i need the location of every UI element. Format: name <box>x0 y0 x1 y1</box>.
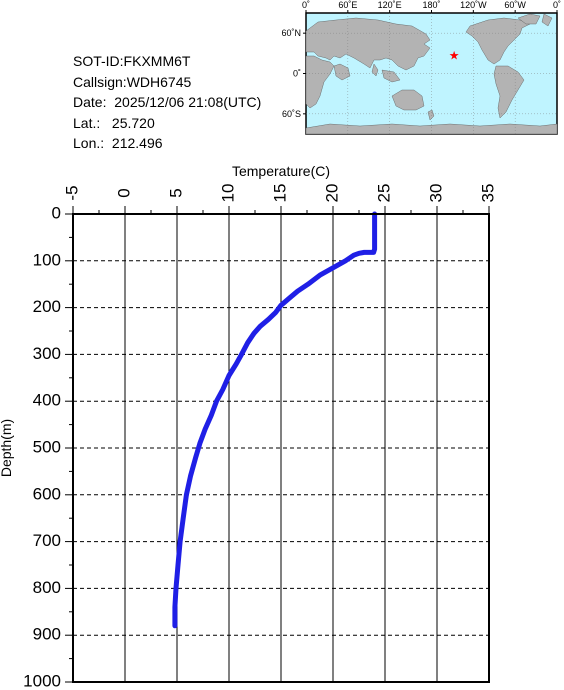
longitude: Lon.: 212.496 <box>73 135 163 151</box>
x-tick-label: 20 <box>322 184 341 203</box>
map-lat-label: 0˚ <box>293 69 301 79</box>
plot-frame <box>72 213 490 683</box>
y-tick-label: 400 <box>33 391 61 410</box>
x-tick-label: 5 <box>166 188 185 197</box>
y-tick-label: 300 <box>33 344 61 363</box>
map-lon-label: 180˚ <box>422 0 440 10</box>
temperature-profile-line <box>172 211 378 629</box>
x-tick-label: 10 <box>218 184 237 203</box>
map-lon-label: 0˚ <box>302 0 310 10</box>
y-tick-label: 100 <box>33 250 61 269</box>
y-tick-label: 200 <box>33 297 61 316</box>
x-tick-label: 15 <box>270 184 289 203</box>
chart-ticks <box>65 206 490 683</box>
sot-id: SOT-ID:FKXMM6T <box>73 53 191 69</box>
map-lon-label: 0˚ <box>553 0 561 10</box>
map-grid <box>306 13 557 134</box>
y-axis-title: Depth(m) <box>0 419 14 477</box>
y-tick-label: 600 <box>33 484 61 503</box>
x-tick-label: 35 <box>478 184 497 203</box>
observation-date: Date: 2025/12/06 21:08(UTC) <box>73 94 262 110</box>
y-tick-label: 800 <box>33 578 61 597</box>
callsign: Callsign:WDH6745 <box>73 73 192 90</box>
map-longitude-labels: 0˚ 60˚E 120˚E 180˚ 120˚W 60˚W 0˚ <box>302 0 561 13</box>
x-tick-label: 0 <box>114 188 133 197</box>
map-latitude-labels: 60˚N 0˚ 60˚S <box>281 28 306 119</box>
y-tick-label: 0 <box>52 203 61 222</box>
x-tick-labels: -5 0 5 10 15 20 25 30 35 <box>62 184 497 203</box>
map-lat-label: 60˚N <box>281 28 301 38</box>
y-tick-label: 500 <box>33 437 61 456</box>
map-lon-label: 60˚W <box>504 0 526 10</box>
y-tick-label: 900 <box>33 625 61 644</box>
latitude: Lat.: 25.720 <box>73 114 155 131</box>
map-lon-label: 60˚E <box>338 0 357 10</box>
y-tick-label: 700 <box>33 531 61 550</box>
profile-info: SOT-ID:FKXMM6T Callsign:WDH6745 Date: 20… <box>73 51 261 154</box>
chart-grid <box>72 213 490 683</box>
y-tick-label: 1000 <box>23 671 61 690</box>
x-tick-label: -5 <box>62 185 81 200</box>
x-tick-label: 25 <box>374 184 393 203</box>
y-tick-labels: 0 100 200 300 400 500 600 700 800 900 1000 <box>23 203 61 690</box>
location-marker-icon: ★ <box>449 48 460 62</box>
x-tick-label: 30 <box>426 184 445 203</box>
x-axis-title: Temperature(C) <box>232 163 330 179</box>
map-lon-label: 120˚E <box>378 0 402 10</box>
map-lat-label: 60˚S <box>282 109 301 119</box>
map-lon-label: 120˚W <box>460 0 487 10</box>
map-land <box>305 13 558 135</box>
